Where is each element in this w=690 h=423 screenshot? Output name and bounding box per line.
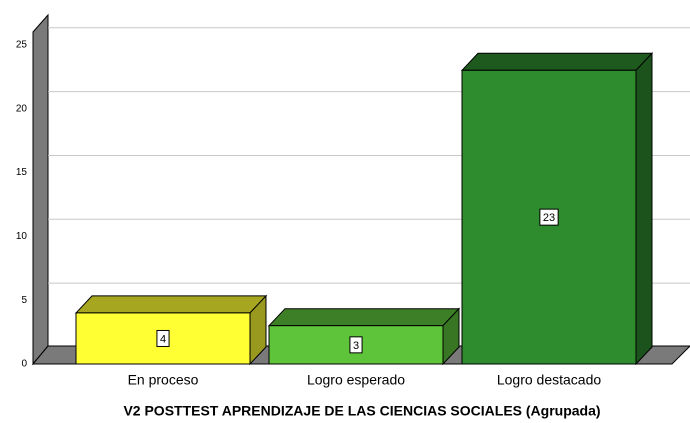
y-tick-label: 15 [16, 167, 28, 178]
x-axis-title: V2 POSTTEST APRENDIZAJE DE LAS CIENCIAS … [123, 403, 600, 419]
bars: 4 3 23 [74, 52, 654, 366]
y-tick-label: 20 [16, 103, 28, 114]
y-tick-label: 10 [16, 231, 28, 242]
x-tick-label: Logro destacado [497, 372, 602, 388]
value-label: 3 [353, 340, 359, 352]
y-tick-label: 25 [16, 39, 28, 50]
value-label-box [539, 208, 559, 226]
bar-top [460, 52, 654, 71]
bar-top [74, 295, 268, 314]
value-label-box [349, 336, 363, 354]
x-tick-label: En proceso [128, 372, 199, 388]
value-label-box [156, 329, 170, 347]
x-tick-label: Logro esperado [307, 372, 405, 388]
value-label: 4 [160, 333, 166, 345]
y-tick-label: 0 [21, 359, 27, 370]
bar-side [635, 52, 653, 366]
value-label: 23 [543, 212, 555, 224]
y-tick-label: 5 [21, 295, 27, 306]
bar-top [267, 308, 461, 327]
left-wall [32, 13, 49, 366]
